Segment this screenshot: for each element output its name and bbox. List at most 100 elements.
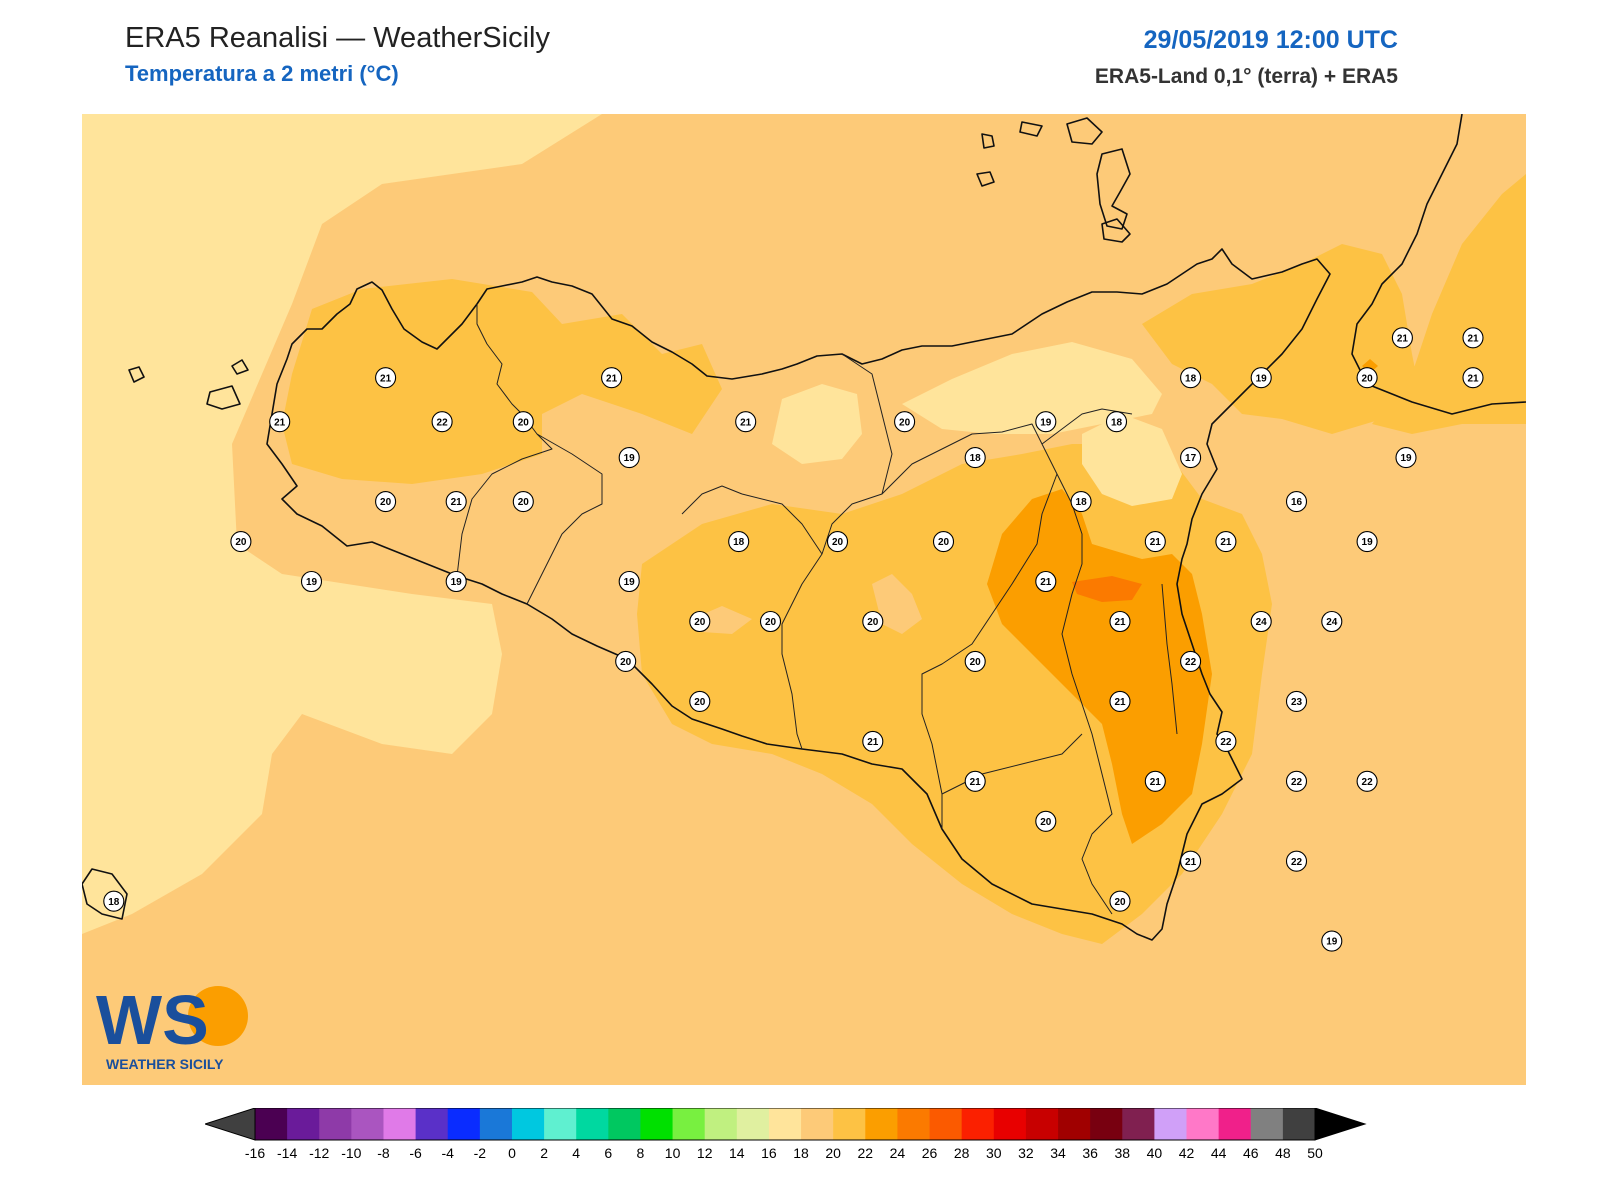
station-marker	[1144, 770, 1166, 792]
station-marker	[1035, 570, 1057, 593]
colorbar-tick-label: 48	[1275, 1145, 1291, 1161]
station-value: 16	[1291, 497, 1303, 508]
station-marker	[431, 411, 453, 433]
province-border-7	[1041, 408, 1133, 445]
station-marker	[1250, 367, 1272, 389]
station-56: 20	[1109, 890, 1131, 912]
colorbar-tick-label: -8	[377, 1145, 390, 1161]
station-23: 16	[1285, 491, 1308, 513]
station-marker	[1180, 850, 1202, 872]
station-33: 19	[618, 570, 640, 593]
station-5: 19	[618, 447, 640, 469]
station-37: 20	[862, 610, 884, 633]
colorbar-box	[415, 1108, 449, 1140]
colorbar-box	[833, 1108, 866, 1140]
colorbar-box	[768, 1108, 802, 1140]
station-marker	[689, 690, 711, 712]
station-16: 18	[964, 447, 986, 469]
station-value: 19	[624, 577, 636, 588]
station-52: 22	[1356, 770, 1378, 792]
map-source: ERA5-Land 0,1° (terra) + ERA5	[1094, 65, 1398, 88]
weathersicily-logo: WS WEATHER SICILY	[96, 981, 256, 1074]
station-value: 24	[1256, 617, 1268, 628]
island-alicudi	[1019, 121, 1043, 137]
colorbar-tick-label: -10	[341, 1145, 361, 1161]
colorbar-box	[736, 1108, 770, 1140]
colorbar-box	[993, 1108, 1027, 1140]
colorbar-under-triangle	[205, 1108, 256, 1141]
station-31: 19	[300, 570, 323, 593]
station-58: 18	[103, 890, 125, 912]
colorbar-tick-label: 50	[1307, 1145, 1323, 1161]
station-value: 19	[1362, 537, 1374, 548]
colorbar-over-triangle	[1314, 1108, 1367, 1141]
station-48: 22	[1215, 730, 1237, 752]
station-value: 20	[765, 617, 777, 628]
station-value: 21	[970, 777, 982, 788]
island-salina	[981, 133, 995, 149]
colorbar-tick-label: -4	[442, 1145, 455, 1161]
colorbar-tick-label: 4	[572, 1145, 580, 1161]
station-marker	[230, 531, 252, 553]
station-17: 17	[1180, 447, 1202, 469]
station-marker	[1285, 690, 1308, 712]
zone-24-26-spot	[1072, 576, 1142, 602]
colorbar-box	[511, 1108, 545, 1140]
station-49: 21	[964, 770, 986, 792]
station-value: 20	[1114, 897, 1126, 908]
colorbar-tick-label: -14	[277, 1145, 297, 1161]
colorbar-box	[1186, 1108, 1220, 1140]
station-marker	[1321, 610, 1343, 633]
station-labels: 21 21 22 20 21 19 21 20 19 18 18 19 20 21 21 21 18 17 19 20…	[103, 327, 1484, 952]
station-marker	[269, 411, 291, 433]
station-value: 18	[970, 453, 982, 464]
colorbar-box	[897, 1108, 930, 1140]
station-15: 21	[1462, 367, 1484, 389]
colorbar-box	[672, 1108, 706, 1140]
station-marker	[375, 491, 397, 513]
logo-letters: WS	[96, 984, 209, 1059]
station-marker	[1321, 930, 1343, 952]
station-marker	[618, 570, 640, 593]
station-value: 21	[451, 497, 463, 508]
station-marker	[601, 367, 623, 389]
island-favignana	[206, 385, 241, 410]
station-53: 20	[1035, 810, 1057, 832]
station-marker	[1395, 447, 1417, 469]
station-marker	[1285, 491, 1308, 513]
colorbar-tick-label: 6	[604, 1145, 612, 1161]
map-datetime: 29/05/2019 12:00 UTC	[1143, 26, 1398, 54]
colorbar-tick-label: -6	[409, 1145, 422, 1161]
station-value: 20	[518, 497, 530, 508]
station-54: 21	[1180, 850, 1202, 872]
station-marker	[1285, 770, 1308, 792]
station-55: 22	[1285, 850, 1308, 872]
station-value: 20	[694, 697, 706, 708]
station-value: 19	[624, 453, 636, 464]
header-right: 29/05/2019 12:00 UTC ERA5-Land 0,1° (ter…	[1095, 26, 1398, 89]
colorbar-tick-label: 30	[986, 1145, 1002, 1161]
station-marker	[1109, 690, 1131, 712]
province-border-10	[681, 485, 743, 515]
station-14: 21	[1462, 327, 1484, 349]
station-0: 21	[375, 367, 397, 389]
station-marker	[1462, 367, 1484, 389]
station-2: 22	[431, 411, 453, 433]
station-value: 22	[1291, 857, 1303, 868]
station-marker	[1462, 327, 1484, 349]
logo-name: WEATHER SICILY	[106, 1056, 224, 1072]
station-value: 20	[1362, 373, 1374, 384]
map-title: ERA5 Reanalisi — WeatherSicily	[125, 22, 550, 54]
colorbar-box	[1058, 1108, 1091, 1140]
station-value: 21	[1150, 777, 1162, 788]
station-value: 22	[1362, 777, 1374, 788]
station-marker	[1105, 411, 1128, 433]
station-marker	[1356, 531, 1378, 553]
colorbar-box	[640, 1108, 673, 1140]
station-7: 20	[894, 411, 916, 433]
colorbar-box	[961, 1108, 995, 1140]
sicily-coastline	[266, 248, 1331, 941]
colorbar-tick-label: 28	[954, 1145, 970, 1161]
station-marker	[1180, 367, 1202, 389]
station-value: 21	[1467, 333, 1479, 344]
